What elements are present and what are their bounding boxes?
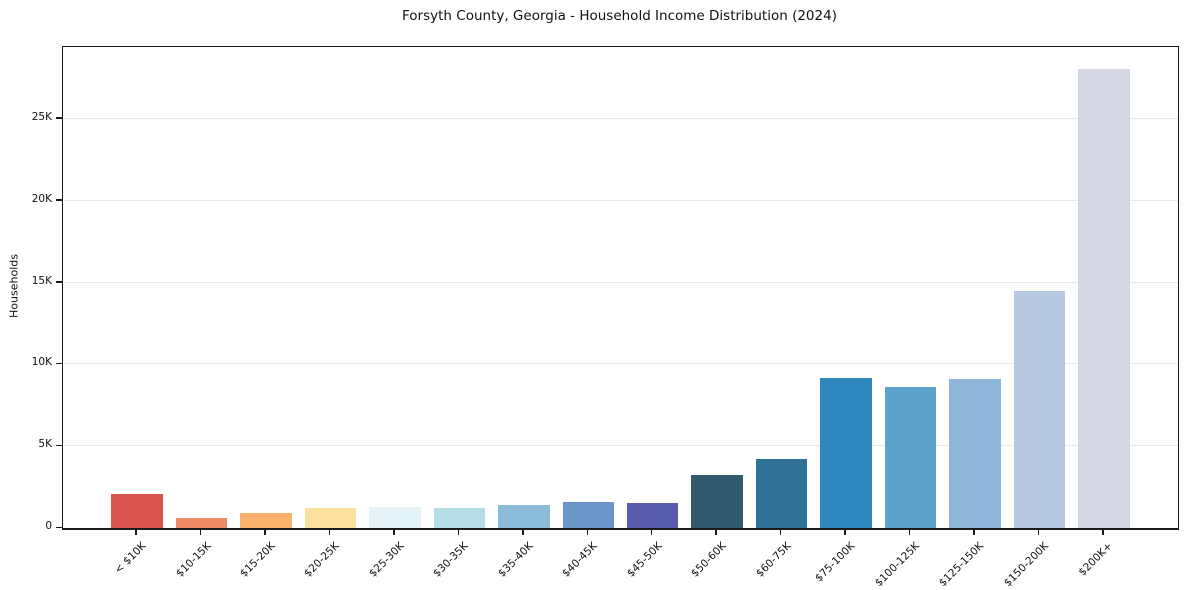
bar — [498, 505, 550, 528]
bar — [1013, 290, 1066, 528]
y-tick-label: 25K — [31, 110, 52, 123]
x-axis-tick — [457, 530, 460, 535]
y-axis-tick — [56, 281, 62, 283]
gridline — [63, 363, 1178, 365]
x-axis-tick — [973, 530, 975, 535]
y-axis-tick — [56, 526, 62, 528]
bar — [175, 518, 228, 528]
bar — [369, 506, 421, 528]
x-axis-tick — [522, 530, 524, 535]
bar — [884, 387, 937, 528]
bar — [433, 507, 486, 528]
y-tick-label: 10K — [31, 356, 52, 369]
x-axis-tick — [650, 530, 653, 535]
x-tick-label: $125-150K — [937, 540, 987, 590]
x-tick-label: $40-45K — [560, 540, 600, 580]
x-axis-tick — [715, 530, 717, 535]
x-axis-tick — [135, 530, 137, 535]
x-axis-tick — [1102, 530, 1104, 535]
x-axis-tick — [779, 530, 782, 535]
x-axis-tick — [199, 530, 202, 535]
bar — [562, 501, 615, 528]
x-axis-tick — [393, 530, 395, 535]
bar — [111, 493, 163, 528]
chart-title: Forsyth County, Georgia - Household Inco… — [402, 8, 837, 24]
y-axis-tick — [56, 362, 62, 365]
x-tick-label: $100-125K — [872, 540, 922, 590]
gridline — [63, 281, 1178, 283]
y-tick-label: 5K — [38, 438, 52, 451]
gridline — [63, 199, 1178, 201]
y-tick-label: 20K — [31, 192, 52, 205]
bar — [1078, 69, 1130, 528]
x-tick-label: $75-100K — [813, 540, 858, 585]
y-tick-label: 15K — [31, 274, 52, 287]
bar — [949, 379, 1001, 528]
x-tick-label: < $10K — [112, 540, 149, 577]
x-tick-label: $10-15K — [173, 540, 214, 580]
x-tick-label: $150-200K — [1001, 540, 1051, 590]
x-tick-label: $200K+ — [1076, 540, 1116, 579]
bar — [755, 459, 808, 528]
x-tick-label: $20-25K — [302, 540, 343, 580]
x-axis-tick — [586, 530, 589, 535]
plot-area — [62, 46, 1179, 530]
gridline — [63, 118, 1178, 119]
y-axis-tick — [56, 199, 62, 201]
x-tick-label: $60-75K — [753, 540, 794, 580]
x-axis-tick — [908, 530, 911, 535]
x-axis-tick — [264, 530, 266, 535]
x-axis-tick — [1037, 530, 1040, 535]
bar — [691, 474, 743, 528]
y-axis-tick — [56, 117, 62, 119]
x-tick-label: $35-40K — [495, 540, 536, 580]
bar — [820, 378, 872, 528]
bar — [240, 513, 292, 528]
x-tick-label: $50-60K — [688, 540, 729, 580]
bar — [626, 502, 679, 528]
x-tick-label: $15-20K — [237, 540, 278, 580]
x-tick-label: $30-35K — [431, 540, 471, 580]
x-tick-label: $25-30K — [366, 540, 407, 580]
y-tick-label: 0 — [45, 520, 52, 532]
x-axis-tick — [328, 530, 331, 535]
gridline — [63, 445, 1178, 447]
bar — [304, 507, 357, 528]
y-axis-tick — [56, 444, 62, 447]
x-axis-tick — [844, 530, 846, 535]
x-tick-label: $45-50K — [624, 540, 665, 580]
